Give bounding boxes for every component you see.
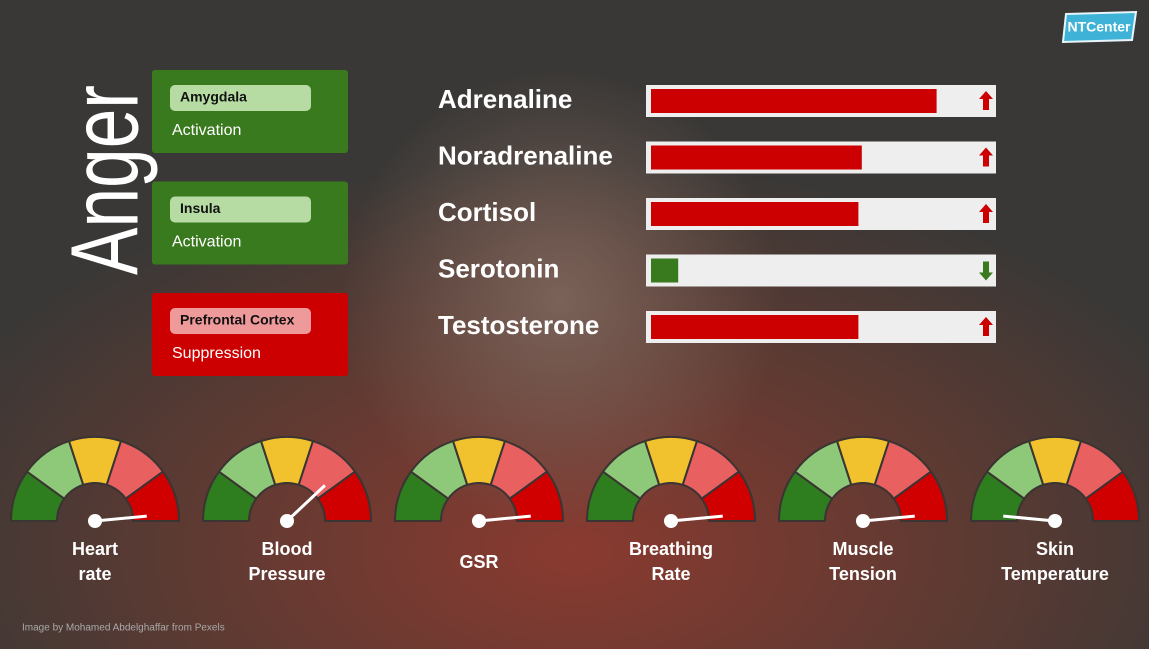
region-state: Suppression <box>172 345 261 362</box>
gauge-label: GSR <box>459 552 498 572</box>
bar <box>651 315 859 339</box>
gauge-needle <box>478 514 531 523</box>
gauge-needle <box>862 514 915 523</box>
gauge-label: Heart <box>72 539 118 559</box>
logo: NTCenter <box>1061 10 1138 44</box>
hormone-name: Testosterone <box>438 310 599 340</box>
credit: Image by Mohamed Abdelghaffar from Pexel… <box>22 623 225 634</box>
region-name: Prefrontal Cortex <box>180 312 295 328</box>
gauge-needle <box>1003 514 1056 523</box>
gauge-label: Muscle <box>832 539 893 559</box>
bar <box>651 145 862 170</box>
region-pill <box>170 85 311 111</box>
gauge-label: Breathing <box>629 539 713 559</box>
bar <box>651 89 937 113</box>
gauge-segment <box>124 470 181 522</box>
gauge-segment <box>316 470 373 522</box>
region-pill <box>170 196 311 223</box>
region-box <box>152 70 348 153</box>
hormone-name: Noradrenaline <box>438 140 613 170</box>
gauge-hub <box>664 514 678 528</box>
gauge-needle <box>285 484 326 523</box>
title: Anger <box>51 85 158 275</box>
gauge-hub <box>88 514 102 528</box>
gauge-hub <box>472 514 486 528</box>
gauge-label: Temperature <box>1001 564 1109 584</box>
hormone-name: Adrenaline <box>438 84 572 114</box>
region-name: Amygdala <box>180 89 247 105</box>
photo-shade <box>340 70 780 530</box>
gauge-label: Rate <box>651 564 690 584</box>
bar-track <box>646 254 996 287</box>
bar <box>651 202 859 226</box>
region-name: Insula <box>180 200 221 216</box>
gauge-label: Tension <box>829 564 897 584</box>
gauge-label: rate <box>78 564 111 584</box>
gauge-hub <box>280 514 294 528</box>
gauge-segment <box>1084 470 1141 522</box>
bar <box>651 258 679 283</box>
gauge-label: Skin <box>1036 539 1074 559</box>
trend-arrow <box>979 91 993 110</box>
hormone-name: Cortisol <box>438 197 536 227</box>
region-box <box>152 293 348 376</box>
region-box <box>152 181 348 265</box>
hormone-name: Serotonin <box>438 253 559 283</box>
trend-arrow <box>979 261 993 281</box>
region-pill <box>170 308 311 334</box>
gauge-needle <box>94 514 147 523</box>
gauge-hub <box>856 514 870 528</box>
gauge-segment <box>892 470 949 522</box>
gauge-hub <box>1048 514 1062 528</box>
logo-text: NTCenter <box>1067 19 1131 35</box>
gauge-label: Blood <box>262 539 313 559</box>
trend-arrow <box>979 204 993 223</box>
gauge-segment <box>508 470 565 522</box>
region-state: Activation <box>172 122 241 139</box>
trend-arrow <box>979 147 993 167</box>
region-state: Activation <box>172 234 241 251</box>
trend-arrow <box>979 317 993 336</box>
gauge-needle <box>670 514 723 523</box>
gauge-label: Pressure <box>248 564 325 584</box>
gauge-segment <box>700 470 757 522</box>
